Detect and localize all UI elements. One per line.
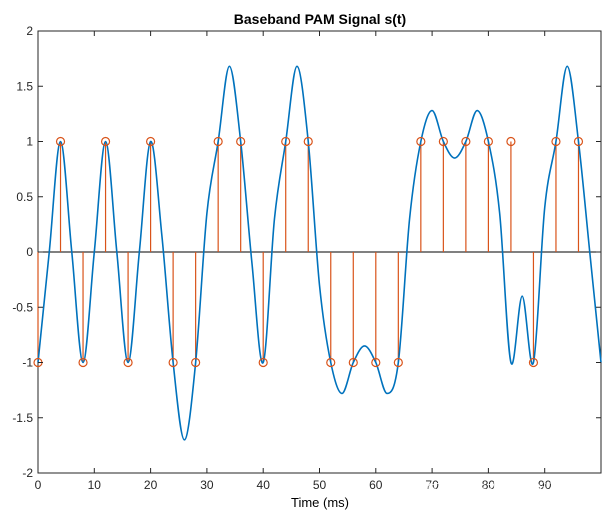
stem-marker [416,136,426,147]
x-tick-label: 10 [88,478,102,492]
axis-ticks [37,30,601,474]
stem-marker [461,136,471,147]
stem-series [37,141,580,363]
y-tick-label: -2 [22,466,33,480]
line-series [37,65,602,441]
stem-marker [213,136,223,147]
stem-marker [371,357,381,368]
stem-marker [123,357,133,368]
y-tick-label: 1.5 [16,79,33,93]
x-tick-label: 70 [425,478,439,492]
stem-marker [258,357,268,368]
y-tick-label: -0.5 [12,300,33,314]
stem-marker [146,136,156,147]
stem-marker [528,357,539,368]
x-tick-label: 50 [313,478,327,492]
y-tick-label: 0 [26,245,33,259]
stem-marker [326,357,336,368]
watermark-text: 知乎 @毕杰 LETO深度学习 [427,481,598,498]
stem-marker [55,136,66,147]
stem-marker [573,136,584,147]
stem-marker [438,136,448,147]
stem-marker [191,357,201,368]
stem-marker [236,136,246,147]
x-tick-label: 30 [200,478,214,492]
stem-marker [303,136,313,147]
stem-marker [281,136,291,147]
stem-markers [33,136,584,368]
y-tick-labels: -2 -1.5 -1 -0.5 0 0.5 1 1.5 2 [12,24,33,480]
stem-marker [78,357,88,368]
y-tick-label: 0.5 [16,190,33,204]
stem-marker [348,357,358,368]
x-tick-label: 20 [144,478,158,492]
y-tick-label: -1 [22,356,33,370]
x-tick-label: 40 [257,478,271,492]
stem-marker [551,136,561,147]
stem-marker [483,136,493,147]
stem-marker [168,357,178,368]
x-tick-label: 0 [35,478,42,492]
y-tick-label: 1 [26,135,33,149]
signal-curve [37,65,602,441]
stem-marker [506,136,516,147]
y-tick-label: 2 [26,24,33,38]
y-tick-label: -1.5 [12,411,33,425]
stem-marker [393,357,403,368]
x-tick-label: 90 [538,478,552,492]
x-tick-label: 60 [369,478,383,492]
x-tick-labels: 0 10 20 30 40 50 60 70 80 90 [35,478,552,492]
x-tick-label: 80 [482,478,496,492]
x-axis-label: Time (ms) [291,495,349,510]
chart-title: Baseband PAM Signal s(t) [234,11,406,27]
stem-marker [100,136,111,147]
